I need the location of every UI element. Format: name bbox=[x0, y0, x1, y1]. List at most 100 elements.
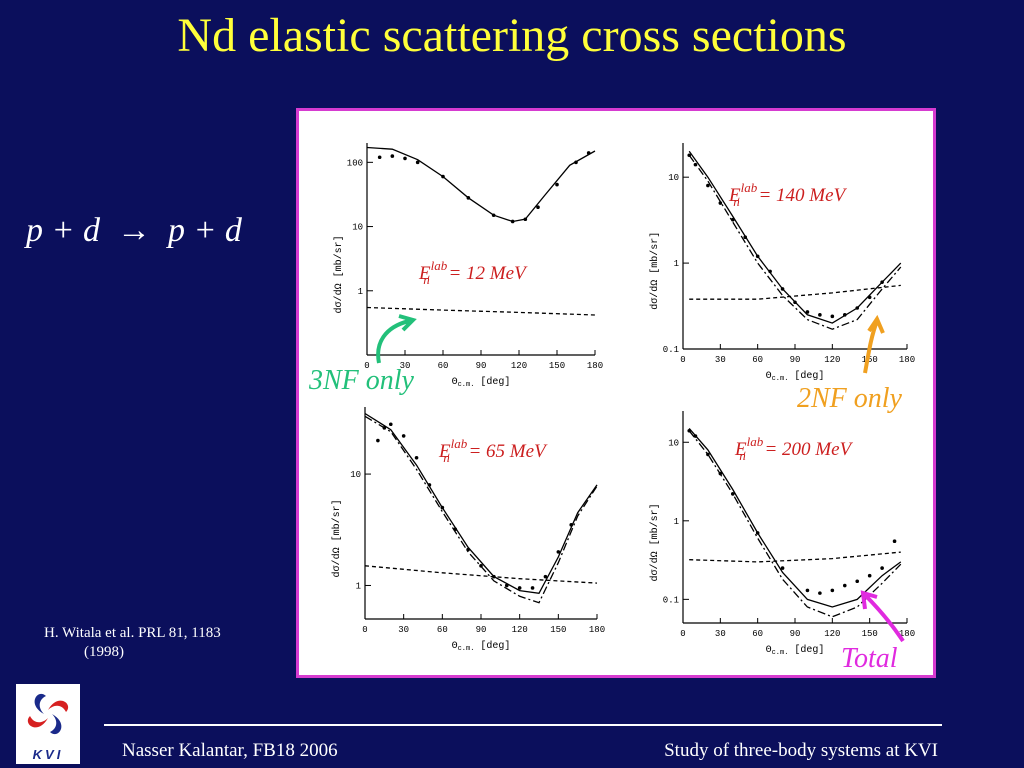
kvi-swirl-logo-icon bbox=[27, 693, 69, 735]
x-tick-label: 60 bbox=[752, 629, 763, 639]
data-point bbox=[718, 471, 723, 476]
data-point bbox=[453, 527, 458, 531]
x-tick-label: 180 bbox=[589, 625, 605, 635]
x-tick-label: 30 bbox=[715, 629, 726, 639]
data-point bbox=[569, 523, 574, 527]
x-tick-label: 60 bbox=[437, 625, 448, 635]
data-point bbox=[805, 588, 810, 593]
data-point bbox=[867, 295, 872, 300]
footer-title: Study of three-body systems at KVI bbox=[664, 740, 938, 761]
data-point bbox=[401, 434, 406, 438]
x-tick-label: 0 bbox=[362, 625, 367, 635]
data-point bbox=[706, 452, 710, 457]
series-line-dashdot bbox=[364, 415, 598, 604]
data-point bbox=[517, 586, 522, 590]
three-nf-label: 3NF only bbox=[308, 365, 415, 396]
data-point bbox=[730, 492, 735, 496]
kvi-logo: KVI bbox=[16, 684, 80, 764]
x-tick-label: 120 bbox=[512, 625, 528, 635]
data-point bbox=[892, 539, 897, 544]
data-point bbox=[880, 566, 884, 570]
data-point bbox=[377, 155, 382, 160]
citation: H. Witala et al. PRL 81, 1183 (1998) bbox=[44, 624, 221, 662]
data-point bbox=[574, 160, 578, 165]
data-point bbox=[818, 313, 822, 317]
x-tick-label: 30 bbox=[715, 355, 726, 365]
y-axis-label: dσ/dΩ [mb/sr] bbox=[649, 232, 661, 310]
data-point bbox=[805, 310, 810, 314]
data-point bbox=[730, 217, 735, 222]
x-axis-label: Θc.m. [deg] bbox=[766, 370, 825, 383]
data-point bbox=[743, 235, 748, 240]
data-point bbox=[880, 280, 884, 284]
footer-author: Nasser Kalantar, FB18 2006 bbox=[122, 740, 338, 761]
x-tick-label: 0 bbox=[364, 361, 369, 371]
data-point bbox=[466, 196, 471, 200]
y-tick-label: 0.1 bbox=[663, 595, 679, 605]
data-point bbox=[768, 269, 772, 274]
series-line-dashed bbox=[689, 551, 901, 563]
data-point bbox=[510, 219, 515, 224]
chart-panel-3: 0 30 60 90 120 150 180 10 1 Θc.m. [deg] dσ/dΩ [mb/… bbox=[331, 407, 605, 653]
data-point bbox=[492, 574, 496, 579]
x-tick-label: 90 bbox=[476, 625, 487, 635]
data-point bbox=[867, 573, 872, 578]
total-label-arrow bbox=[860, 590, 905, 643]
x-tick-label: 150 bbox=[549, 361, 565, 371]
x-tick-label: 120 bbox=[824, 629, 840, 639]
y-axis-label: dσ/dΩ [mb/sr] bbox=[649, 503, 661, 581]
x-tick-label: 180 bbox=[587, 361, 603, 371]
data-point bbox=[693, 434, 698, 438]
x-tick-label: 150 bbox=[862, 629, 878, 639]
data-point bbox=[830, 314, 835, 319]
data-point bbox=[793, 300, 797, 305]
x-tick-label: 150 bbox=[862, 355, 878, 365]
logo-text: KVI bbox=[32, 747, 64, 762]
reaction-equation: p + d → p + d bbox=[26, 212, 242, 249]
data-point bbox=[842, 313, 847, 317]
data-point bbox=[755, 254, 760, 259]
data-point bbox=[855, 579, 860, 584]
data-point bbox=[755, 531, 760, 535]
data-point bbox=[530, 586, 535, 590]
citation-line-2: (1998) bbox=[84, 644, 124, 660]
y-tick-label: 1 bbox=[358, 287, 363, 297]
y-axis-label: dσ/dΩ [mb/sr] bbox=[331, 499, 343, 577]
total-label: Total bbox=[841, 643, 898, 674]
series-line-dashed bbox=[366, 306, 596, 316]
data-point bbox=[706, 183, 710, 188]
series-line-solid bbox=[688, 427, 902, 608]
data-point bbox=[818, 591, 822, 595]
data-point bbox=[376, 438, 380, 443]
data-point bbox=[556, 550, 561, 554]
data-point bbox=[441, 174, 445, 179]
data-point bbox=[693, 162, 698, 167]
data-point bbox=[414, 455, 419, 460]
footer-divider bbox=[104, 724, 942, 726]
x-tick-label: 120 bbox=[824, 355, 840, 365]
y-tick-label: 100 bbox=[347, 158, 363, 168]
data-point bbox=[718, 201, 723, 205]
data-point bbox=[403, 156, 407, 161]
y-tick-label: 10 bbox=[352, 223, 363, 233]
y-tick-label: 1 bbox=[674, 259, 679, 269]
x-tick-label: 30 bbox=[398, 625, 409, 635]
series-line-solid bbox=[366, 146, 596, 223]
data-point bbox=[543, 574, 548, 579]
two-nf-label-arrow bbox=[863, 314, 885, 374]
x-tick-label: 150 bbox=[550, 625, 566, 635]
energy-label: Elab n = 200 MeV bbox=[734, 434, 854, 463]
data-point bbox=[427, 483, 432, 487]
x-tick-label: 90 bbox=[790, 629, 801, 639]
y-tick-label: 10 bbox=[668, 438, 679, 448]
y-tick-label: 0.1 bbox=[663, 345, 679, 355]
data-point bbox=[390, 154, 395, 158]
data-point bbox=[586, 151, 591, 155]
data-point bbox=[382, 426, 387, 430]
data-point bbox=[536, 205, 540, 210]
y-tick-label: 10 bbox=[668, 173, 679, 183]
x-tick-label: 60 bbox=[438, 361, 449, 371]
two-nf-label: 2NF only bbox=[797, 383, 903, 414]
energy-label: Elab n = 12 MeV bbox=[418, 258, 528, 287]
